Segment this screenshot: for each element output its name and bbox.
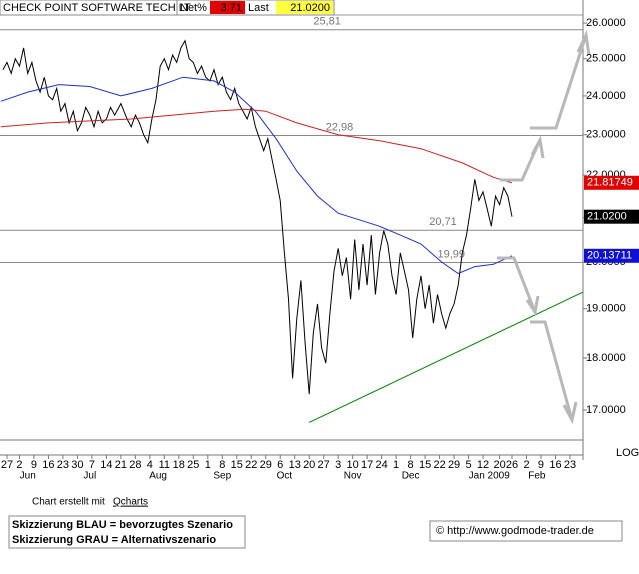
x-tick-label: 15 <box>231 459 243 471</box>
security-name: CHECK POINT SOFTWARE TECH LT <box>3 2 191 14</box>
header: CHECK POINT SOFTWARE TECH LT Net% 3.71 L… <box>0 0 335 16</box>
net-label: Net% <box>180 2 207 14</box>
x-tick-label: 4 <box>147 459 153 471</box>
level-label: 25,81 <box>313 16 341 28</box>
x-tick-label: 18 <box>173 459 185 471</box>
x-tick-label: 24 <box>376 459 388 471</box>
note-blue: Skizzierung BLAU = bevorzugtes Szenario <box>12 519 233 531</box>
y-tick-label: 19.0000 <box>586 303 626 315</box>
month-label: Jan 2009 <box>469 471 511 482</box>
x-tick-label: 7 <box>89 459 95 471</box>
month-label: Dec <box>402 471 420 482</box>
x-tick-label: 29 <box>260 459 272 471</box>
series-line <box>0 76 513 275</box>
month-label: Sep <box>213 471 231 482</box>
credit: Chart erstellt mit <box>32 497 105 508</box>
price-tag <box>584 248 639 263</box>
x-tick-label: 20 <box>493 459 505 471</box>
x-tick-label: 27 <box>318 459 330 471</box>
x-tick-label: 29 <box>448 459 460 471</box>
month-label: Jun <box>20 471 36 482</box>
arrow <box>530 320 574 421</box>
x-tick-label: 23 <box>57 459 69 471</box>
month-label: Oct <box>277 471 293 482</box>
month-label: Aug <box>149 471 167 482</box>
level-label: 20,71 <box>429 216 457 228</box>
level-label: 22,98 <box>326 121 354 133</box>
x-tick-label: 10 <box>347 459 359 471</box>
arrow-head <box>525 295 540 316</box>
x-tick-label: 25 <box>187 459 199 471</box>
x-tick-label: 17 <box>361 459 373 471</box>
copyright: © http://www.godmode-trader.de <box>436 525 594 537</box>
x-tick-label: 6 <box>277 459 283 471</box>
month-label: Jul <box>83 471 96 482</box>
x-tick-label: 30 <box>71 459 83 471</box>
last-label: Last <box>248 2 269 14</box>
x-tick-label: 27 <box>1 459 13 471</box>
x-tick-label: 26 <box>506 459 518 471</box>
note-grey: Skizzierung GRAU = Alternativszenario <box>12 534 216 546</box>
x-tick-label: 14 <box>100 459 112 471</box>
x-tick-label: 11 <box>159 459 170 471</box>
last-box <box>276 1 333 14</box>
arrow-head <box>576 29 591 56</box>
x-tick-label: 28 <box>129 459 141 471</box>
x-tick-label: 8 <box>219 459 225 471</box>
scenario-arrows <box>497 29 591 425</box>
price-tag-label: 20.13711 <box>587 250 632 262</box>
x-tick-label: 1 <box>393 459 399 471</box>
net-box <box>210 1 245 14</box>
arrow <box>497 256 537 313</box>
month-label: Nov <box>344 471 362 482</box>
footer: Chart erstellt mit Qcharts Skizzierung B… <box>8 497 623 549</box>
x-tick-label: 9 <box>538 459 544 471</box>
x-tick-label: 2 <box>523 459 529 471</box>
y-tick-label: 26.0000 <box>586 17 626 29</box>
y-tick-label: 24.0000 <box>586 90 626 102</box>
x-tick-label: 20 <box>303 459 315 471</box>
month-label: Feb <box>528 471 546 482</box>
level-label: 19,99 <box>438 248 466 260</box>
series-line <box>2 39 513 395</box>
arrow-head <box>562 401 578 425</box>
trendline <box>308 291 584 423</box>
price-tag-label: 21.0200 <box>587 211 627 223</box>
series-line <box>0 108 513 184</box>
credit-link: Qcharts <box>113 497 148 508</box>
arrow-head <box>530 135 545 159</box>
note-box <box>8 515 246 549</box>
x-tick-label: 16 <box>42 459 54 471</box>
scale-label: LOG <box>616 447 639 459</box>
x-tick-label: 15 <box>419 459 431 471</box>
y-tick-label: 18.0000 <box>586 352 626 364</box>
x-tick-label: 1 <box>205 459 211 471</box>
x-tick-label: 22 <box>433 459 445 471</box>
header-box <box>0 0 335 16</box>
price-tag-label: 21.81749 <box>587 177 633 189</box>
x-tick-label: 16 <box>549 459 561 471</box>
y-tick-label: 25.0000 <box>586 53 626 65</box>
x-tick-label: 8 <box>408 459 414 471</box>
copyright-box <box>429 520 623 542</box>
y-tick-label: 17.0000 <box>586 404 626 416</box>
x-tick-label: 5 <box>465 459 471 471</box>
x-tick-label: 23 <box>564 459 576 471</box>
x-tick-label: 12 <box>477 459 489 471</box>
x-tick-label: 22 <box>245 459 257 471</box>
price-tag <box>584 175 639 190</box>
last-value: 21.0200 <box>290 2 330 14</box>
arrow <box>530 34 588 130</box>
price-tag <box>584 209 639 224</box>
y-tick-label: 23.0000 <box>586 129 626 141</box>
net-value: 3.71 <box>221 2 242 14</box>
x-tick-label: 9 <box>31 459 37 471</box>
x-tick-label: 3 <box>335 459 341 471</box>
x-tick-label: 13 <box>289 459 301 471</box>
x-tick-label: 21 <box>115 459 127 471</box>
x-tick-label: 2 <box>16 459 22 471</box>
